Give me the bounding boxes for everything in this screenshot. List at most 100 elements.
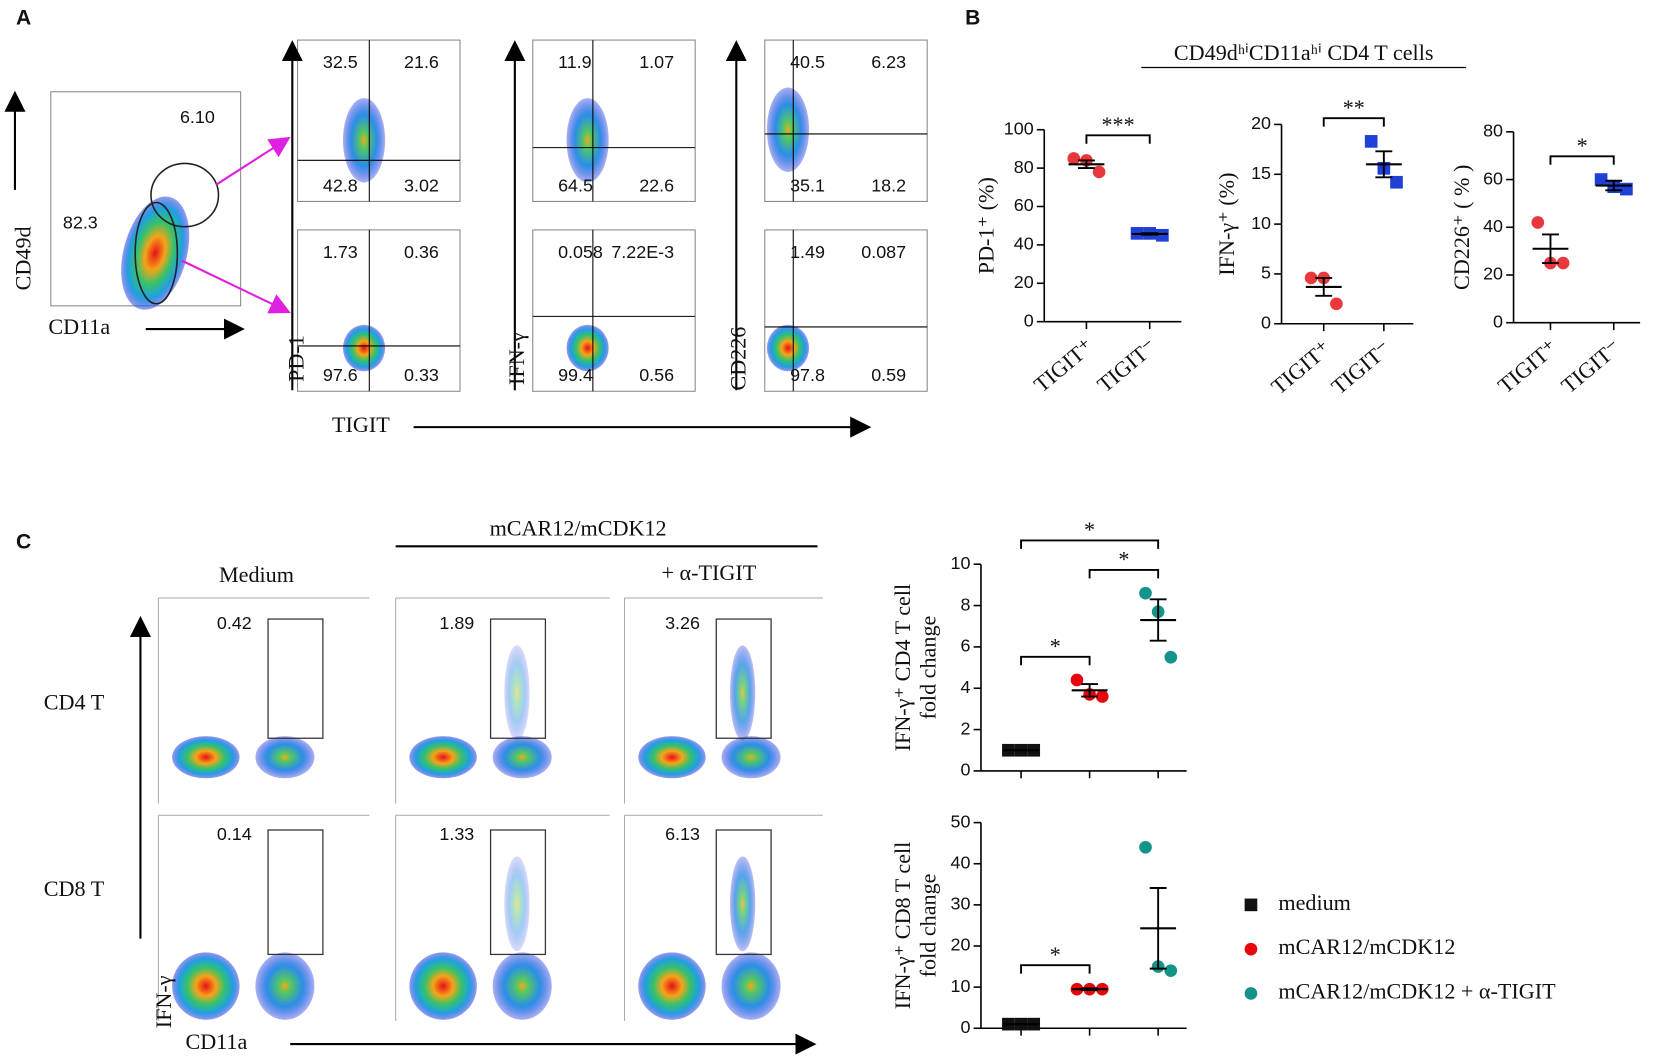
axis-label: CD226 bbox=[726, 327, 751, 391]
quadrant-value: 97.6 bbox=[323, 365, 358, 385]
axis-label: CD11a bbox=[185, 1029, 247, 1054]
gate-value: 3.26 bbox=[665, 613, 700, 633]
y-tick-label: 10 bbox=[1251, 213, 1271, 233]
y-tick-label: 6 bbox=[960, 636, 970, 656]
y-axis-label: IFN-γ⁺ (%) bbox=[1214, 173, 1239, 276]
gate bbox=[267, 618, 324, 739]
x-tick-label: TIGIT⁻ bbox=[1326, 336, 1395, 400]
column-label: + α-TIGIT bbox=[662, 560, 757, 585]
y-tick-label: 0 bbox=[960, 760, 970, 780]
density bbox=[342, 324, 386, 372]
row-label: CD8 T bbox=[44, 876, 105, 901]
point bbox=[1330, 297, 1343, 311]
column-label: Medium bbox=[219, 562, 294, 587]
density bbox=[721, 736, 781, 779]
legend-label: mCAR12/mCDK12 bbox=[1278, 934, 1455, 959]
y-tick-label: 40 bbox=[1483, 216, 1503, 236]
error-bar bbox=[1081, 683, 1099, 698]
legend-marker bbox=[1244, 898, 1258, 912]
gate-value: 6.10 bbox=[180, 107, 215, 127]
y-tick-label: 30 bbox=[951, 894, 971, 914]
axis-label: TIGIT bbox=[332, 412, 390, 437]
point bbox=[1067, 152, 1081, 165]
x-tick-label: TIGIT⁻ bbox=[1556, 334, 1625, 398]
y-tick-label: 40 bbox=[951, 852, 971, 872]
point bbox=[1164, 964, 1178, 977]
density bbox=[504, 645, 530, 741]
density bbox=[504, 856, 530, 952]
error-bar bbox=[1141, 232, 1159, 236]
legend-marker bbox=[1244, 987, 1258, 1000]
quadrant-value: 0.087 bbox=[861, 242, 906, 262]
y-axis-label: fold change bbox=[915, 873, 940, 977]
density bbox=[729, 645, 756, 741]
group-header: mCAR12/mCDK12 bbox=[490, 516, 667, 541]
panel-letter: B bbox=[965, 7, 980, 30]
significance-bracket bbox=[1085, 134, 1151, 144]
quadrant-value: 97.8 bbox=[790, 365, 825, 385]
quadrant-value: 1.73 bbox=[323, 242, 358, 262]
point bbox=[1556, 256, 1570, 270]
quadrant-value: 0.33 bbox=[404, 365, 439, 385]
y-tick-label: 0 bbox=[1024, 310, 1034, 330]
density bbox=[638, 952, 706, 1020]
significance-label: * bbox=[1084, 517, 1095, 542]
error-bar bbox=[1077, 159, 1095, 170]
density bbox=[566, 98, 609, 183]
density bbox=[255, 952, 315, 1020]
gate-value: 0.42 bbox=[217, 613, 252, 633]
quadrant-value: 0.058 bbox=[558, 242, 603, 262]
y-tick-label: 15 bbox=[1251, 163, 1271, 183]
y-tick-label: 5 bbox=[1261, 263, 1271, 283]
gate bbox=[267, 829, 324, 956]
y-tick-label: 80 bbox=[1014, 157, 1034, 177]
quadrant-value: 11.9 bbox=[558, 52, 592, 72]
significance-label: * bbox=[1577, 133, 1588, 158]
y-tick-label: 60 bbox=[1014, 195, 1034, 215]
significance-label: * bbox=[1050, 633, 1061, 658]
significance-label: ** bbox=[1343, 95, 1365, 120]
y-tick-label: 20 bbox=[1483, 264, 1503, 284]
error-bar bbox=[1375, 150, 1393, 179]
legend-label: medium bbox=[1278, 890, 1351, 915]
quadrant-value: 40.5 bbox=[790, 52, 825, 72]
y-tick-label: 10 bbox=[951, 553, 971, 573]
y-axis-label: CD226⁺ ( % ) bbox=[1449, 165, 1474, 290]
significance-bracket bbox=[1020, 539, 1160, 549]
y-tick-label: 0 bbox=[1493, 311, 1503, 331]
quadrant-value: 18.2 bbox=[871, 175, 906, 195]
gate-value: 82.3 bbox=[63, 212, 98, 232]
gate bbox=[489, 829, 547, 956]
axis-label: CD49d bbox=[11, 226, 36, 290]
y-tick-label: 40 bbox=[1014, 234, 1034, 254]
panel-letter: A bbox=[16, 7, 31, 30]
point bbox=[1594, 173, 1608, 186]
quadrant-value: 3.02 bbox=[404, 175, 439, 195]
point bbox=[1139, 586, 1152, 600]
gate bbox=[134, 201, 179, 305]
significance-bracket bbox=[1088, 569, 1160, 579]
density bbox=[409, 736, 477, 779]
y-axis-label: fold change bbox=[915, 615, 940, 719]
x-tick-label: TIGIT⁺ bbox=[1029, 333, 1098, 397]
density bbox=[172, 736, 240, 779]
density bbox=[721, 952, 781, 1020]
significance-label: * bbox=[1118, 547, 1129, 572]
quadrant-value: 0.36 bbox=[404, 242, 439, 262]
error-bar bbox=[1542, 233, 1559, 265]
legend-marker bbox=[1244, 942, 1258, 956]
axis-label: CD11a bbox=[48, 314, 110, 339]
density bbox=[172, 952, 240, 1020]
x-tick-label: TIGIT⁻ bbox=[1092, 333, 1161, 397]
y-tick-label: 2 bbox=[960, 718, 970, 738]
y-axis-label: PD-1⁺ (%) bbox=[973, 177, 998, 274]
quadrant-value: 1.49 bbox=[790, 242, 825, 262]
axis-label: IFN-γ bbox=[504, 332, 529, 385]
density bbox=[255, 736, 315, 779]
error-bar bbox=[1081, 987, 1099, 991]
gate bbox=[715, 618, 772, 739]
significance-label: *** bbox=[1101, 112, 1134, 137]
axis-label: PD-1 bbox=[284, 335, 309, 382]
error-bar bbox=[1149, 598, 1167, 642]
density bbox=[492, 952, 552, 1020]
